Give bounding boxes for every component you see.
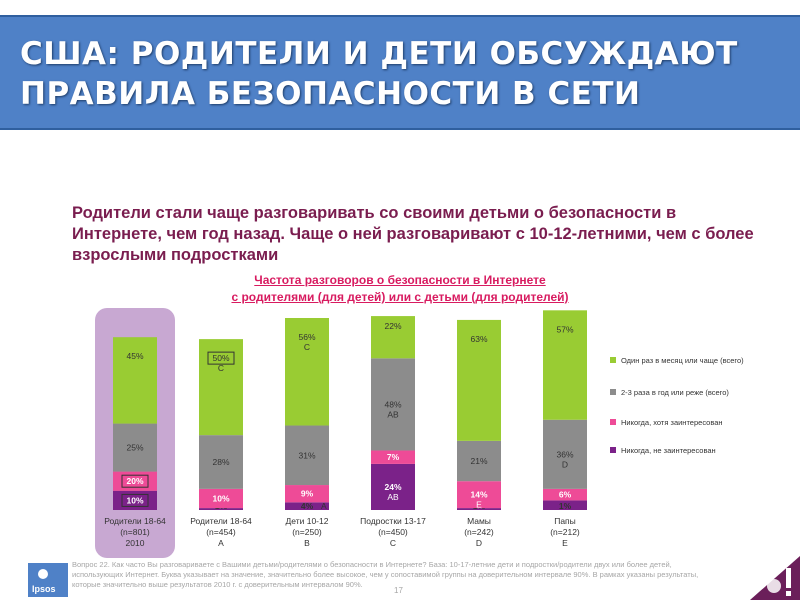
chart-title-line2: с родителями (для детей) или с детьми (д… — [231, 290, 569, 304]
category-label-1: Родители 18-64 — [190, 516, 252, 526]
category-n-1: (n=454) — [206, 527, 236, 537]
sig-letter-2-3: AB — [387, 409, 399, 419]
bar-segment-2-2 — [285, 425, 329, 486]
legend-swatch-0 — [610, 357, 616, 363]
sig-box-3-1 — [207, 351, 235, 365]
category-label-0: Родители 18-64 — [104, 516, 166, 526]
sig-letter-3-1: C — [218, 363, 224, 373]
title-banner: США: РОДИТЕЛИ И ДЕТИ ОБСУЖДАЮТ ПРАВИЛА Б… — [0, 15, 800, 130]
legend-label-2: Никогда, хотя заинтересован — [621, 418, 723, 427]
sig-box-1-0 — [121, 474, 149, 488]
headline: Родители стали чаще разговаривать со сво… — [72, 204, 754, 264]
bar-segment-3-5 — [543, 310, 587, 420]
data-label-1-0: 20% — [126, 476, 143, 486]
category-label-3: Подростки 13-17 — [360, 516, 426, 526]
category-sub-1: A — [218, 538, 224, 548]
data-label-2-1: 28% — [212, 457, 229, 467]
legend-label-1: 2-3 раза в год или реже (всего) — [621, 388, 729, 397]
data-label-2-0: 25% — [126, 443, 143, 453]
bar-segment-3-0 — [113, 337, 157, 424]
legend-swatch-3 — [610, 447, 616, 453]
sig-box-0-0 — [121, 493, 149, 507]
data-label-0-0: 10% — [126, 495, 143, 505]
data-label-3-5: 57% — [556, 324, 573, 334]
corner-decoration-icon — [750, 556, 800, 600]
data-label-3-4: 63% — [470, 334, 487, 344]
bar-segment-0-2 — [285, 502, 329, 510]
ipsos-logo: Ipsos — [28, 563, 68, 597]
data-label-3-1: 50% — [212, 353, 229, 363]
data-label-2-2: 31% — [298, 450, 315, 460]
bar-segment-0-0 — [113, 490, 157, 510]
logo-text: Ipsos — [32, 584, 56, 594]
category-sub-0: 2010 — [126, 538, 145, 548]
bar-segment-1-3 — [371, 450, 415, 464]
category-n-5: (n=212) — [550, 527, 580, 537]
legend-label-0: Один раз в месяц или чаще (всего) — [621, 356, 744, 365]
slide-title-line2: ПРАВИЛА БЕЗОПАСНОСТИ В СЕТИ — [20, 76, 641, 112]
bar-segment-1-0 — [113, 471, 157, 491]
sig-letter-0-3: AB — [387, 492, 399, 502]
category-n-2: (n=250) — [292, 527, 322, 537]
bar-segment-1-1 — [199, 488, 243, 509]
legend-swatch-2 — [610, 419, 616, 425]
footnote: Вопрос 22. Как часто Вы разговариваете с… — [72, 560, 699, 589]
bar-segment-2-0 — [113, 423, 157, 472]
data-label-1-5: 6% — [559, 490, 572, 500]
legend-swatch-1 — [610, 389, 616, 395]
category-sub-5: E — [562, 538, 568, 548]
sig-letter-0-2: A — [321, 501, 327, 511]
data-label-1-1: 10% — [212, 493, 229, 503]
data-label-2-4: 21% — [470, 456, 487, 466]
sig-letter-3-2: C — [304, 342, 310, 352]
bar-segment-0-5 — [543, 500, 587, 510]
category-label-2: Дети 10-12 — [286, 516, 329, 526]
data-label-0-3: 24% — [384, 482, 401, 492]
stacked-bar-chart: 10%20%25%45%Родители 18-64(n=801)20101%1… — [95, 308, 744, 558]
data-label-3-2: 56% — [298, 332, 315, 342]
bar-segment-1-4 — [457, 481, 501, 509]
bar-segment-0-3 — [371, 463, 415, 510]
category-n-3: (n=450) — [378, 527, 408, 537]
category-n-4: (n=242) — [464, 527, 494, 537]
category-n-0: (n=801) — [120, 527, 150, 537]
data-label-1-4: 14% — [470, 490, 487, 500]
category-label-4: Мамы — [467, 516, 491, 526]
page-number: 17 — [394, 586, 403, 595]
category-sub-4: D — [476, 538, 482, 548]
slide-title: США: РОДИТЕЛИ И ДЕТИ ОБСУЖДАЮТ ПРАВИЛА Б… — [20, 34, 738, 114]
sig-letter-1-4: E — [476, 500, 482, 510]
chart-title: Частота разговоров о безопасности в Инте… — [200, 272, 600, 306]
bar-segment-3-1 — [199, 339, 243, 436]
data-label-2-5: 36% — [556, 449, 573, 459]
data-label-0-5: 1% — [559, 501, 572, 511]
category-sub-2: B — [304, 538, 310, 548]
bar-segment-3-4 — [457, 319, 501, 441]
bar-segment-1-2 — [285, 485, 329, 503]
bar-segment-2-4 — [457, 440, 501, 482]
bar-segment-1-5 — [543, 488, 587, 501]
bar-segment-0-4 — [457, 508, 501, 510]
data-label-3-0: 45% — [126, 351, 143, 361]
bar-segment-2-3 — [371, 358, 415, 451]
bar-segment-2-1 — [199, 435, 243, 489]
data-label-2-3: 48% — [384, 399, 401, 409]
data-label-1-3: 7% — [387, 452, 400, 462]
slide-title-line1: США: РОДИТЕЛИ И ДЕТИ ОБСУЖДАЮТ — [20, 36, 738, 72]
legend-label-3: Никогда, не заинтересован — [621, 446, 716, 455]
category-sub-3: C — [390, 538, 396, 548]
data-label-0-2: 4% — [301, 501, 314, 511]
logo-dot-icon — [38, 569, 48, 579]
bar-segment-2-5 — [543, 419, 587, 489]
data-label-1-2: 9% — [301, 489, 314, 499]
bar-segment-3-2 — [285, 318, 329, 426]
category-label-5: Папы — [554, 516, 576, 526]
sig-letter-2-5: D — [562, 459, 568, 469]
data-label-3-3: 22% — [384, 321, 401, 331]
bar-segment-0-1 — [199, 508, 243, 510]
chart-title-line1: Частота разговоров о безопасности в Инте… — [254, 273, 546, 287]
bar-segment-3-3 — [371, 316, 415, 359]
